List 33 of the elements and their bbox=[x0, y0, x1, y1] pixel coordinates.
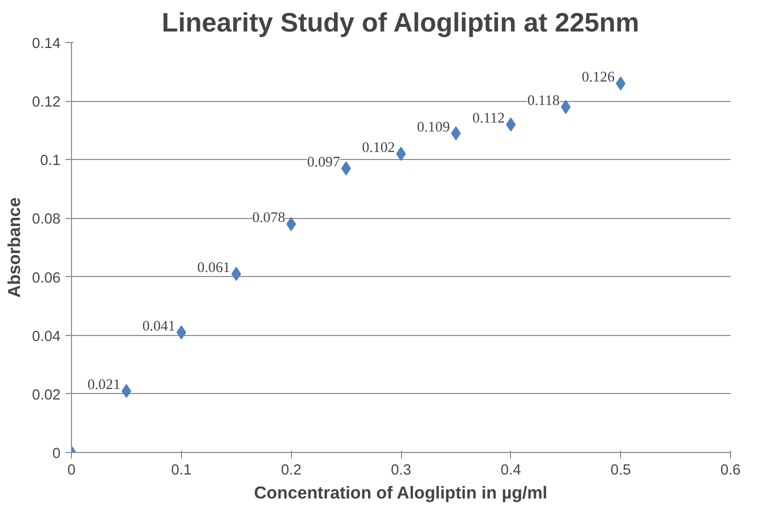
y-tick-label: 0.02 bbox=[32, 387, 61, 404]
y-tick-label: 0.12 bbox=[32, 94, 61, 111]
point bbox=[560, 100, 571, 114]
y-tick-label: 0.06 bbox=[32, 270, 61, 286]
data-label: 0.021 bbox=[87, 377, 120, 393]
data-label: 0.041 bbox=[142, 318, 176, 334]
data-label: 0.126 bbox=[582, 70, 615, 86]
point bbox=[231, 266, 242, 281]
y-tick-label: 0.08 bbox=[32, 212, 61, 228]
x-tick-label: 0.4 bbox=[500, 462, 522, 478]
y-tick-label: 0.1 bbox=[40, 153, 60, 170]
y-tick-label: 0 bbox=[52, 446, 61, 462]
data-label: 0.061 bbox=[197, 260, 230, 276]
y-axis-title: Absorbance bbox=[4, 197, 24, 298]
point bbox=[506, 118, 516, 132]
data-label: 0.078 bbox=[252, 210, 286, 226]
data-label: 0.118 bbox=[527, 92, 560, 109]
x-tick-label: 0.6 bbox=[720, 462, 741, 478]
x-tick-label: 0 bbox=[67, 462, 76, 478]
x-tick-label: 0.1 bbox=[171, 462, 192, 478]
y-tick-label: 0.14 bbox=[32, 36, 61, 52]
data-label: 0.102 bbox=[362, 140, 396, 156]
chart-title: Linearity Study of Alogliptin at 225nm bbox=[162, 8, 640, 38]
data-label: 0.097 bbox=[307, 154, 340, 170]
y-tick-label: 0.04 bbox=[32, 328, 61, 345]
data-label: 0.112 bbox=[472, 110, 505, 126]
x-tick-label: 0.3 bbox=[390, 462, 412, 478]
data-label: 0.109 bbox=[416, 119, 450, 136]
x-tick-label: 0.5 bbox=[610, 462, 631, 478]
x-tick-label: 0.2 bbox=[280, 462, 302, 478]
point bbox=[616, 76, 626, 90]
x-axis-title: Concentration of Alogliptin in µg/ml bbox=[254, 482, 548, 502]
point bbox=[122, 384, 132, 398]
